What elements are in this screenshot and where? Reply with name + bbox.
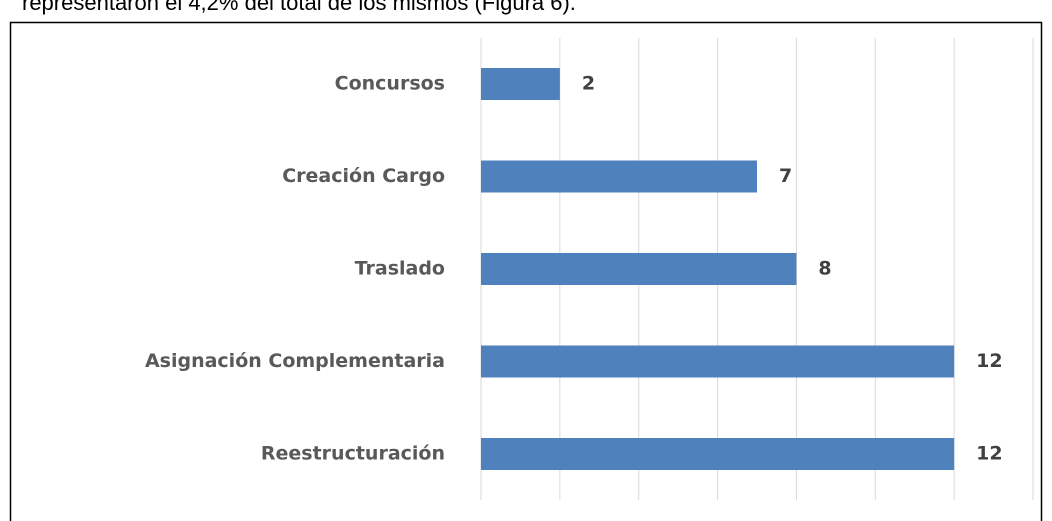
value-label: 12 [976,350,1002,372]
category-label: Traslado [355,258,445,280]
header-text: representaron el 4,2% del total de los m… [22,0,576,15]
bar [481,345,955,378]
category-label: Reestructuración [261,443,445,465]
value-label: 12 [976,443,1002,465]
value-label: 8 [818,258,831,280]
bar [481,160,757,193]
value-label: 2 [582,73,595,95]
value-label: 7 [779,165,792,187]
category-label: Creación Cargo [282,165,445,187]
bar [481,253,797,285]
bar [481,438,955,470]
bar [481,68,560,100]
frame [9,21,1043,521]
category-label: Asignación Complementaria [145,350,445,372]
category-label: Concursos [335,73,445,95]
